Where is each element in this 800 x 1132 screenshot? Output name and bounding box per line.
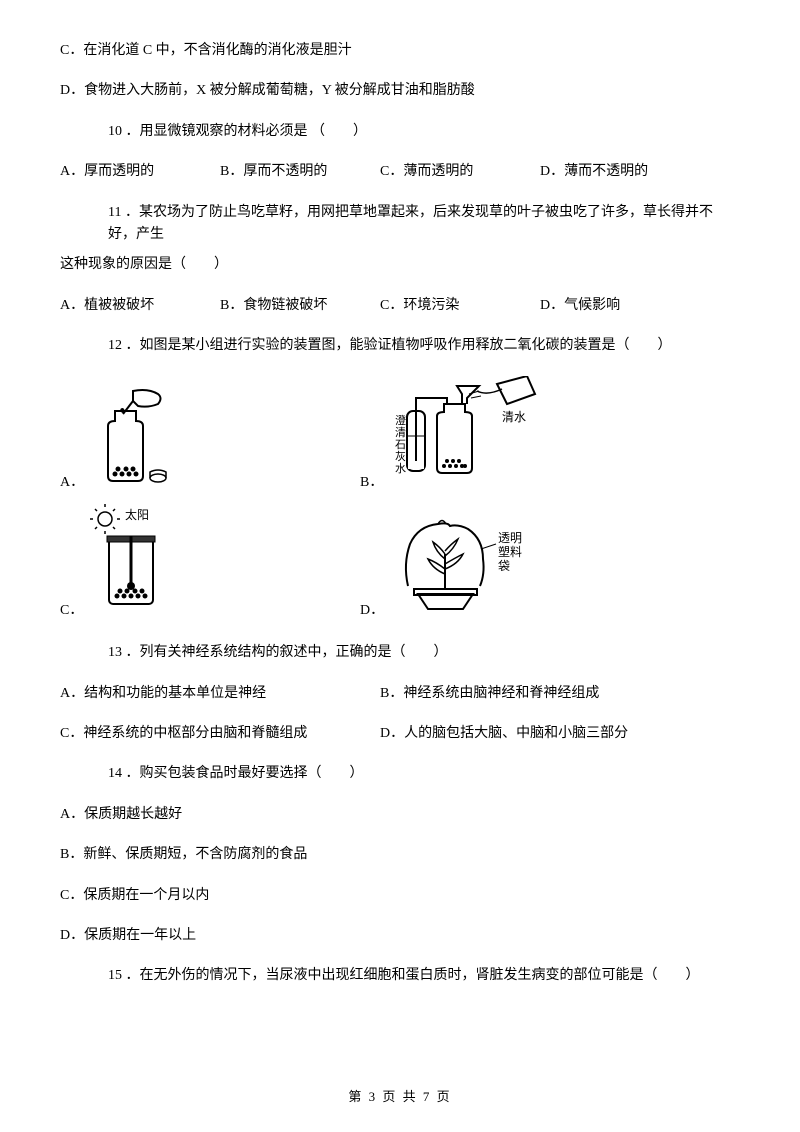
- q11-opt-b: B．食物链被破坏: [220, 295, 380, 317]
- q13-opt-b: B．神经系统由脑神经和脊神经组成: [380, 683, 599, 705]
- q13-opt-d: D．人的脑包括大脑、中脑和小脑三部分: [380, 723, 628, 745]
- q12-diagram-a: [88, 386, 178, 494]
- q12-label-a: A．: [60, 472, 84, 494]
- q12-label-b: B．: [360, 472, 383, 494]
- svg-text:灰: 灰: [395, 449, 406, 463]
- q11-opt-a: A．植被被破坏: [60, 295, 220, 317]
- svg-text:澄: 澄: [395, 413, 406, 427]
- q11-options: A．植被被破坏 B．食物链被破坏 C．环境污染 D．气候影响: [60, 295, 740, 317]
- q13-opt-c: C．神经系统的中枢部分由脑和脊髓组成: [60, 723, 380, 745]
- q12-label-d: D．: [360, 600, 384, 622]
- svg-text:清水: 清水: [502, 410, 526, 424]
- q14-opt-a: A．保质期越长越好: [60, 804, 740, 826]
- q10-opt-a: A．厚而透明的: [60, 161, 220, 183]
- q14-stem: 14 ．购买包装食品时最好要选择（ ）: [60, 763, 740, 785]
- q12-diagram-b: 澄 清 石 灰 水 清水: [387, 376, 567, 494]
- q11-stem-line1: 11 ．某农场为了防止鸟吃草籽，用网把草地罩起来，后来发现草的叶子被虫吃了许多，…: [60, 202, 740, 247]
- q13-row2: C．神经系统的中枢部分由脑和脊髓组成 D．人的脑包括大脑、中脑和小脑三部分: [60, 723, 740, 745]
- svg-text:太阳: 太阳: [125, 507, 149, 522]
- q10-opt-b: B．厚而不透明的: [220, 161, 380, 183]
- q12-label-c: C．: [60, 600, 83, 622]
- q11-opt-c: C．环境污染: [380, 295, 540, 317]
- q10-opt-c: C．薄而透明的: [380, 161, 540, 183]
- q12-diagram-c: 太阳: [87, 504, 177, 622]
- prior-option-d: D．食物进入大肠前，X 被分解成葡萄糖，Y 被分解成甘油和脂肪酸: [60, 80, 740, 102]
- page-footer: 第 3 页 共 7 页: [0, 1087, 800, 1108]
- q11-opt-d: D．气候影响: [540, 295, 700, 317]
- q13-row1: A．结构和功能的基本单位是神经 B．神经系统由脑神经和脊神经组成: [60, 683, 740, 705]
- q12-diagram-d: 透明 塑料 袋: [388, 514, 558, 622]
- q10-opt-d: D．薄而不透明的: [540, 161, 700, 183]
- q12-image-row-1: A． B．: [60, 376, 740, 494]
- q15-stem: 15 ．在无外伤的情况下，当尿液中出现红细胞和蛋白质时，肾脏发生病变的部位可能是…: [60, 965, 740, 987]
- q12-image-row-2: C． 太阳: [60, 504, 740, 622]
- svg-text:石: 石: [395, 439, 406, 451]
- q10-options: A．厚而透明的 B．厚而不透明的 C．薄而透明的 D．薄而不透明的: [60, 161, 740, 183]
- q13-opt-a: A．结构和功能的基本单位是神经: [60, 683, 380, 705]
- q10-stem: 10 ．用显微镜观察的材料必须是 （ ）: [60, 121, 740, 143]
- svg-text:塑料: 塑料: [498, 544, 522, 559]
- svg-text:水: 水: [395, 462, 406, 475]
- q13-stem: 13 ．列有关神经系统结构的叙述中，正确的是（ ）: [60, 642, 740, 664]
- q14-opt-b: B．新鲜、保质期短，不含防腐剂的食品: [60, 844, 740, 866]
- svg-text:袋: 袋: [498, 559, 510, 573]
- q14-opt-c: C．保质期在一个月以内: [60, 885, 740, 907]
- svg-text:清: 清: [395, 426, 406, 439]
- svg-text:透明: 透明: [498, 531, 522, 545]
- prior-option-c: C．在消化道 C 中，不含消化酶的消化液是胆汁: [60, 40, 740, 62]
- q12-stem: 12 ．如图是某小组进行实验的装置图，能验证植物呼吸作用释放二氧化碳的装置是（ …: [60, 335, 740, 357]
- q14-opt-d: D．保质期在一年以上: [60, 925, 740, 947]
- q11-stem-line2: 这种现象的原因是（ ）: [60, 254, 740, 276]
